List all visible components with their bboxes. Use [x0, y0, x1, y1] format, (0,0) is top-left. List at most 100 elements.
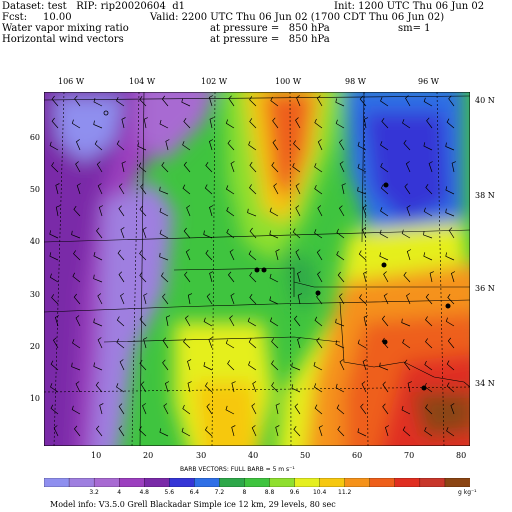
wind-barb: [360, 403, 367, 415]
mixing-ratio-map: [44, 92, 470, 446]
wind-barb: [293, 140, 301, 151]
wind-barb: [225, 405, 235, 415]
smoothing-label: sm= 1: [398, 23, 431, 34]
wind-barb: [118, 271, 125, 283]
wind-barb: [119, 359, 125, 371]
wind-barb: [363, 271, 368, 283]
wind-barb: [316, 337, 323, 349]
map-boundaries: [44, 92, 470, 446]
wind-barb: [231, 425, 236, 437]
colorbar-tick-label: 4.8: [139, 489, 149, 496]
wind-barb: [405, 161, 411, 173]
wind-barb: [362, 205, 367, 217]
wind-barb: [143, 293, 148, 305]
wind-barb: [359, 95, 367, 107]
wind-barb: [423, 252, 433, 261]
wind-barb: [382, 381, 389, 393]
wind-barb: [338, 205, 345, 217]
wind-barb: [317, 271, 323, 283]
wind-barb: [313, 383, 323, 393]
wind-barb: [72, 272, 81, 283]
wind-barb: [316, 249, 323, 261]
wind-barb: [403, 139, 411, 151]
wind-barb: [183, 227, 191, 239]
wind-barb: [116, 140, 125, 151]
wind-barb: [187, 293, 193, 305]
wind-barb: [162, 359, 169, 371]
x-tick-label: 10: [91, 451, 102, 460]
wind-barb: [159, 119, 169, 129]
wind-barb: [357, 428, 367, 437]
wind-barb: [401, 405, 411, 415]
wind-barb: [275, 425, 280, 437]
colorbar-tick-label: 4: [117, 489, 122, 496]
moisture-field: [44, 92, 470, 446]
wind-barb: [93, 318, 103, 327]
wind-barb: [405, 95, 411, 107]
wind-barb: [402, 119, 411, 129]
wind-barb: [95, 425, 103, 437]
wind-barb: [425, 338, 433, 349]
wind-barb: [187, 381, 192, 393]
wind-barb: [93, 98, 103, 107]
wind-barb: [208, 337, 213, 349]
wind-barb: [271, 161, 279, 173]
wind-barb: [363, 315, 368, 327]
wind-barb: [50, 404, 59, 415]
colorbar-swatch: [244, 478, 271, 487]
wind-barb: [164, 381, 170, 393]
colorbar-tick-label: 10.4: [312, 489, 327, 496]
colorbar-swatch: [419, 478, 446, 487]
y-tick-label: 50: [29, 185, 40, 194]
wind-barb: [337, 425, 345, 437]
wind-barb: [450, 271, 456, 283]
wind-barb: [272, 139, 279, 151]
wind-barb: [116, 97, 125, 107]
wind-barb: [74, 95, 81, 107]
wind-barb: [182, 184, 191, 195]
wind-barb: [425, 293, 433, 305]
wind-barb: [401, 229, 411, 239]
colorbar-tick-label: 8: [242, 489, 247, 496]
wind-barb: [425, 316, 433, 327]
field1-pressure-label: at pressure = 850 hPa: [210, 23, 330, 34]
wind-barb: [295, 249, 301, 261]
wind-barb: [73, 293, 81, 305]
wind-barb: [383, 293, 389, 305]
x-tick-label: 40: [248, 451, 259, 460]
wind-barb: [295, 205, 301, 217]
wind-barb: [381, 117, 389, 129]
wind-barb: [230, 293, 235, 305]
wind-barb: [291, 362, 301, 371]
init-label: Init: 1200 UTC Thu 06 Jun 02: [334, 1, 485, 12]
wind-barb: [142, 227, 147, 239]
wind-barb: [206, 403, 213, 415]
wind-barb: [313, 361, 323, 371]
wind-barb: [118, 183, 125, 195]
wind-barb: [73, 425, 81, 437]
wind-barb: [314, 184, 323, 195]
wind-barb: [357, 163, 367, 173]
wind-barb: [186, 205, 191, 217]
valid-label: Valid: 2200 UTC Thu 06 Jun 02 (1700 CDT …: [150, 12, 445, 23]
x-tick-label: 50: [300, 451, 311, 460]
wind-barb: [359, 294, 367, 305]
wind-barb: [314, 229, 323, 239]
wind-barb: [117, 249, 125, 261]
wind-barb: [225, 119, 235, 129]
wind-barb: [159, 186, 169, 195]
wind-barb: [248, 250, 257, 261]
city-markers: [103, 110, 451, 391]
wind-barb: [120, 293, 125, 305]
wind-barb: [229, 315, 235, 327]
lon-label: 104 W: [129, 77, 156, 86]
wind-barb: [225, 339, 235, 349]
colorbar-tick-label: 5.6: [164, 489, 175, 496]
wind-barb: [203, 362, 213, 371]
wind-barb: [55, 205, 61, 217]
wind-barb: [51, 162, 59, 173]
wind-barb: [165, 315, 171, 327]
wind-barb: [363, 117, 369, 129]
wind-barb: [183, 117, 191, 129]
wind-barb: [50, 360, 59, 371]
